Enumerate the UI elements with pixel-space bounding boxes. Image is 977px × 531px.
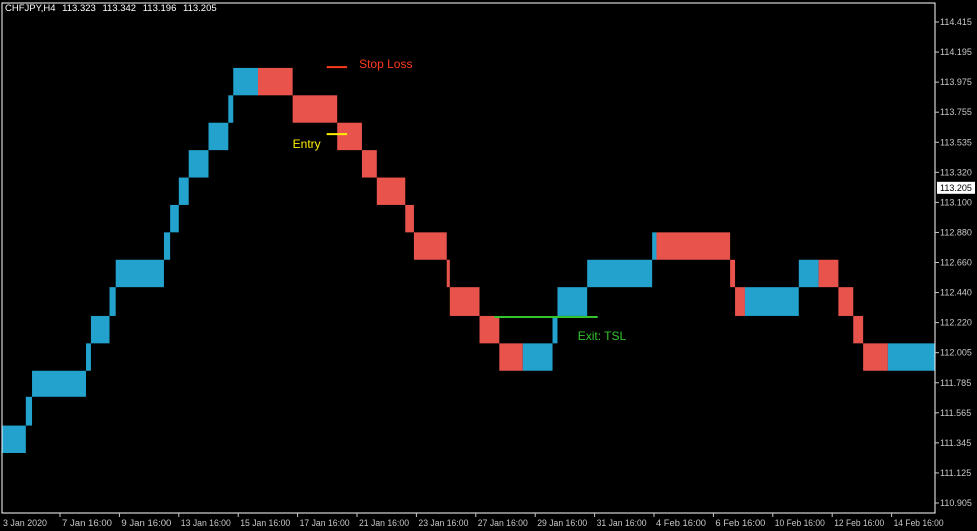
y-tick-label: 111.345 [940,438,971,448]
x-tick-label: 12 Feb 16:00 [834,518,884,528]
x-tick-label: 17 Jan 16:00 [300,518,350,528]
downtrend-box [413,232,447,260]
uptrend-box [25,396,33,426]
x-tick-label: 10 Feb 16:00 [775,518,825,528]
y-tick-label: 111.125 [940,468,971,478]
downtrend-box [337,122,362,151]
x-tick-label: 3 Jan 2020 [3,518,47,528]
chart-frame [1,2,936,514]
uptrend-box [233,67,258,96]
x-tick-label: 13 Jan 16:00 [181,518,231,528]
x-tick-label: 14 Feb 16:00 [894,518,944,528]
downtrend-box [376,177,406,205]
uptrend-box [85,343,91,371]
uptrend-box [887,343,935,371]
uptrend-box [170,204,179,233]
y-tick-label: 110.905 [940,498,972,508]
downtrend-box [258,67,293,96]
x-tick-label: 29 Jan 16:00 [537,518,587,528]
uptrend-box [2,425,26,453]
uptrend-box [32,370,86,397]
x-tick-label: 15 Jan 16:00 [240,518,290,528]
downtrend-box [656,232,731,260]
y-tick-label: 114.415 [940,17,972,27]
y-tick-label: 112.440 [940,288,972,298]
downtrend-box [449,287,480,316]
downtrend-box [853,315,864,344]
y-tick-label: 112.220 [940,318,972,328]
x-tick-label: 6 Feb 16:00 [715,518,765,528]
plot-area: Stop Loss Entry Exit: TSL [2,57,935,453]
y-tick-label: 113.975 [940,77,972,87]
y-tick-label: 111.785 [940,378,971,388]
uptrend-box [552,315,558,344]
uptrend-box [652,232,657,260]
uptrend-box [178,177,189,205]
downtrend-box [361,150,377,178]
high-value: 113.342 [102,3,137,14]
uptrend-box [744,287,799,316]
y-tick-label: 111.565 [940,408,971,418]
downtrend-box [405,204,414,233]
exit-tsl-label: Exit: TSL [578,329,627,343]
current-price-box [937,181,975,194]
chart-title: CHFJPY,H4 113.323 113.342 113.196 113.20… [5,3,221,14]
y-tick-label: 113.320 [940,167,972,177]
stop-loss-label: Stop Loss [359,57,412,71]
downtrend-box [735,287,745,316]
downtrend-box [446,259,450,288]
x-tick-label: 31 Jan 16:00 [597,518,647,528]
uptrend-box [522,343,553,371]
uptrend-box [90,315,110,344]
uptrend-box [115,259,164,288]
low-value: 113.196 [142,3,177,14]
downtrend-box [818,259,839,288]
x-tick-label: 4 Feb 16:00 [656,518,706,528]
x-tick-label: 21 Jan 16:00 [359,518,409,528]
downtrend-box [499,343,523,371]
x-tick-label: 23 Jan 16:00 [418,518,468,528]
uptrend-box [109,287,116,316]
y-tick-label: 113.755 [940,107,972,117]
open-value: 113.323 [62,3,96,14]
current-price-label: 113.205 [940,183,972,193]
uptrend-box [798,259,819,288]
uptrend-box [188,150,209,178]
y-tick-label: 112.005 [940,348,972,358]
x-tick-label: 9 Jan 16:00 [121,518,171,528]
symbol-label: CHFJPY,H4 [5,3,56,14]
uptrend-box [587,259,653,288]
uptrend-box [163,232,171,260]
x-tick-label: 27 Jan 16:00 [478,518,528,528]
downtrend-box [479,315,500,344]
downtrend-box [863,343,888,371]
y-tick-label: 113.100 [940,197,972,207]
uptrend-box [228,95,234,123]
y-tick-label: 112.660 [940,258,972,268]
downtrend-box [838,287,854,316]
close-value: 113.205 [183,3,217,14]
downtrend-box [730,259,736,288]
downtrend-box [292,95,338,123]
y-tick-label: 112.880 [940,227,972,237]
entry-label: Entry [293,137,321,151]
y-tick-label: 114.195 [940,47,972,57]
uptrend-box [208,122,229,151]
uptrend-box [557,287,588,316]
x-tick-label: 7 Jan 16:00 [62,518,112,528]
y-tick-label: 113.535 [940,137,972,147]
